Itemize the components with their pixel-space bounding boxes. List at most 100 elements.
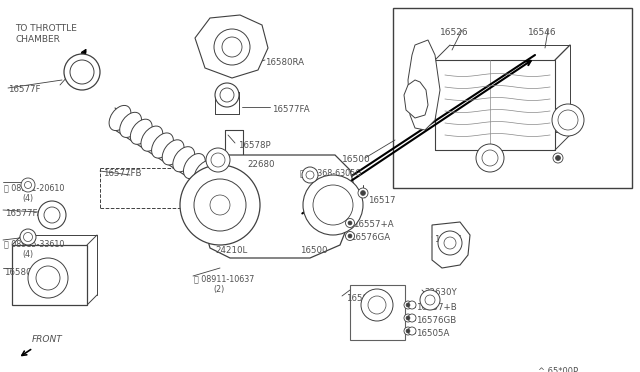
- Text: 16576GA: 16576GA: [350, 233, 390, 242]
- Text: 16557+B: 16557+B: [416, 303, 457, 312]
- Text: 16557+A: 16557+A: [353, 220, 394, 229]
- Circle shape: [346, 231, 355, 241]
- Circle shape: [24, 232, 33, 241]
- Text: 16500: 16500: [342, 155, 371, 164]
- Text: 16577FA: 16577FA: [272, 105, 310, 114]
- Bar: [350, 285, 405, 340]
- Circle shape: [358, 188, 368, 198]
- Text: 16578P: 16578P: [238, 141, 271, 150]
- Circle shape: [38, 201, 66, 229]
- Ellipse shape: [109, 105, 131, 131]
- Text: 16577FA: 16577FA: [5, 209, 43, 218]
- Circle shape: [306, 171, 314, 179]
- Circle shape: [303, 175, 363, 235]
- Text: Ⓦ 08915-33610: Ⓦ 08915-33610: [4, 239, 65, 248]
- Text: Ⓝ 08911-10637: Ⓝ 08911-10637: [194, 274, 254, 283]
- Text: 22630Y: 22630Y: [424, 288, 457, 297]
- Polygon shape: [432, 222, 470, 268]
- Circle shape: [348, 221, 352, 225]
- Text: 16580RA: 16580RA: [265, 58, 304, 67]
- Ellipse shape: [131, 119, 152, 144]
- Bar: [12, 245, 87, 305]
- Ellipse shape: [184, 154, 205, 179]
- Circle shape: [70, 60, 94, 84]
- Circle shape: [444, 237, 456, 249]
- Text: 16546: 16546: [528, 28, 557, 37]
- Circle shape: [361, 289, 393, 321]
- Text: (1): (1): [318, 179, 329, 188]
- Circle shape: [553, 153, 563, 163]
- Text: Ⓝ 08911-20610: Ⓝ 08911-20610: [4, 183, 65, 192]
- Circle shape: [346, 218, 355, 228]
- Circle shape: [438, 231, 462, 255]
- Text: 16500: 16500: [300, 246, 328, 255]
- Text: 24210L: 24210L: [215, 246, 247, 255]
- Text: 16580R: 16580R: [4, 268, 38, 277]
- Circle shape: [425, 295, 435, 305]
- Circle shape: [556, 155, 561, 160]
- Bar: [215, 92, 239, 114]
- Circle shape: [476, 144, 504, 172]
- Circle shape: [360, 190, 365, 196]
- Circle shape: [220, 88, 234, 102]
- Circle shape: [482, 150, 498, 166]
- Text: 16576GB: 16576GB: [416, 316, 456, 325]
- Circle shape: [420, 290, 440, 310]
- Circle shape: [408, 314, 416, 322]
- Circle shape: [368, 296, 386, 314]
- Circle shape: [206, 148, 230, 172]
- Circle shape: [214, 29, 250, 65]
- Text: 16526: 16526: [440, 28, 468, 37]
- Text: (4): (4): [22, 250, 33, 259]
- Circle shape: [180, 165, 260, 245]
- Text: Ⓑ 08368-6305G: Ⓑ 08368-6305G: [300, 168, 362, 177]
- Ellipse shape: [162, 140, 184, 165]
- Text: 16577FB: 16577FB: [103, 169, 141, 178]
- Circle shape: [21, 178, 35, 192]
- Text: 16577: 16577: [434, 235, 461, 244]
- Text: (2): (2): [213, 285, 224, 294]
- Circle shape: [406, 316, 410, 320]
- Circle shape: [211, 153, 225, 167]
- Circle shape: [44, 207, 60, 223]
- Text: 16505A: 16505A: [416, 329, 449, 338]
- Circle shape: [408, 301, 416, 309]
- Ellipse shape: [120, 112, 141, 137]
- Ellipse shape: [194, 160, 216, 186]
- Ellipse shape: [141, 126, 163, 151]
- Circle shape: [222, 37, 242, 57]
- Polygon shape: [404, 80, 428, 118]
- Polygon shape: [408, 40, 440, 130]
- Circle shape: [552, 104, 584, 136]
- Text: CHAMBER: CHAMBER: [15, 35, 60, 44]
- Circle shape: [215, 83, 239, 107]
- Circle shape: [28, 258, 68, 298]
- Circle shape: [20, 229, 36, 245]
- Ellipse shape: [173, 147, 195, 172]
- Circle shape: [210, 195, 230, 215]
- Circle shape: [408, 327, 416, 335]
- Circle shape: [406, 303, 410, 307]
- Circle shape: [64, 54, 100, 90]
- Circle shape: [194, 179, 246, 231]
- Circle shape: [406, 329, 410, 333]
- Polygon shape: [195, 15, 268, 78]
- Text: 16517: 16517: [368, 196, 396, 205]
- Text: 22680: 22680: [247, 160, 275, 169]
- Circle shape: [404, 314, 412, 322]
- Text: ^ 65*00P: ^ 65*00P: [538, 367, 578, 372]
- Circle shape: [24, 182, 31, 189]
- Text: 16577F: 16577F: [8, 85, 40, 94]
- Text: (4): (4): [22, 194, 33, 203]
- Text: FRONT: FRONT: [32, 335, 63, 344]
- Circle shape: [302, 167, 318, 183]
- Circle shape: [404, 327, 412, 335]
- Text: TO THROTTLE: TO THROTTLE: [15, 24, 77, 33]
- Circle shape: [348, 234, 352, 238]
- Circle shape: [36, 266, 60, 290]
- Text: 16580T: 16580T: [346, 294, 379, 303]
- Circle shape: [404, 301, 412, 309]
- Bar: [393, 8, 632, 188]
- Ellipse shape: [152, 133, 173, 158]
- Polygon shape: [205, 155, 355, 258]
